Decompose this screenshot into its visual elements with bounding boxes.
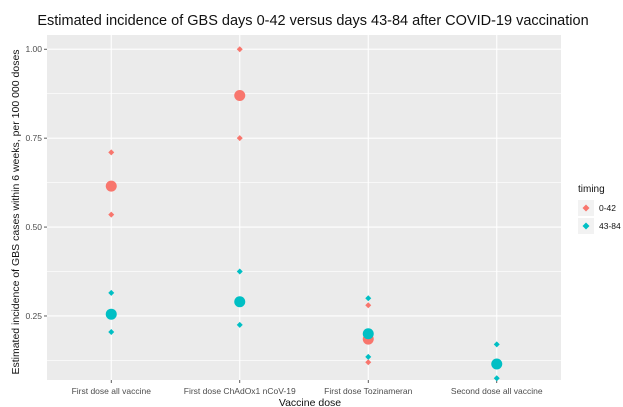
data-point-estimate [362,328,374,340]
data-point-estimate [105,308,117,320]
chart-title: Estimated incidence of GBS days 0-42 ver… [37,13,588,29]
data-point-lower [108,211,115,218]
data-point-upper [236,46,243,53]
data-point-estimate [234,89,246,101]
legend-label: 0-42 [599,203,616,213]
y-tick-label: 0.50 [25,222,42,232]
x-tick-label: First dose Tozinameran [324,386,412,396]
data-point-estimate [234,296,246,308]
data-point-upper [108,149,115,156]
y-tick-label: 1.00 [25,44,42,54]
data-point-estimate [105,180,117,192]
data-point-lower [365,353,372,360]
data-point-lower [365,359,372,366]
x-tick-label: Second dose all vaccine [451,386,543,396]
x-tick-label: First dose all vaccine [72,386,152,396]
data-point-upper [365,302,372,309]
data-point-lower [108,328,115,335]
y-tick-label: 0.25 [25,311,42,321]
legend: timing 0-42 43-84 [578,184,621,234]
y-axis-title: Estimated incidence of GBS cases within … [10,49,22,374]
data-point-upper [236,268,243,275]
data-point-upper [493,341,500,348]
x-axis-title: Vaccine dose [279,397,341,407]
legend-title: timing [578,184,605,195]
y-tick-label: 0.75 [25,133,42,143]
legend-label: 43-84 [599,221,621,231]
data-point-upper [365,295,372,302]
data-point-upper [108,289,115,296]
x-tick-label: First dose ChAdOx1 nCoV-19 [184,386,296,396]
legend-swatch [582,204,590,212]
plot-area: 0.25 0.50 0.75 1.00 First dose all vaccine Fi… [25,35,561,396]
legend-swatch [582,222,590,230]
data-point-lower [236,321,243,328]
plot-background [47,35,561,380]
data-point-estimate [491,358,503,370]
data-point-lower [236,135,243,142]
data-point-lower [493,375,500,382]
